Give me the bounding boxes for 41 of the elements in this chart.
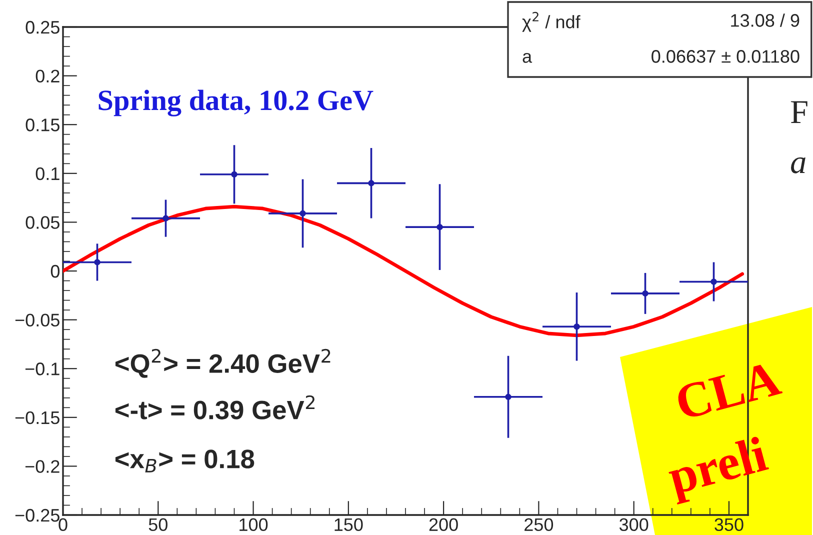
- point: [642, 290, 648, 297]
- y-tick-label: −0.15: [15, 411, 60, 424]
- y-tick-label: 0.2: [36, 70, 60, 83]
- y-tick-label: −0.1: [25, 362, 60, 376]
- x-tick-label: 300: [619, 518, 648, 532]
- text: 13.08 / 9: [731, 14, 800, 27]
- annotation: Spring data, 10.2 GeV: [98, 90, 374, 116]
- point: [300, 210, 306, 217]
- annotation: <-t> = 0.39 GeV$^{2}$: [115, 395, 314, 420]
- annotation: χ$^{2}$ / ndf: [522, 12, 580, 32]
- point: [505, 394, 512, 400]
- x-tick-label: 350: [714, 518, 744, 532]
- point: [231, 171, 238, 178]
- text: a: [790, 157, 806, 174]
- y-tick-label: 0.1: [36, 167, 60, 180]
- line-series: [63, 204, 744, 338]
- y-tick-label: 0.15: [26, 118, 60, 132]
- x-tick-label: 150: [334, 518, 363, 532]
- annotation: CLA: [674, 361, 783, 420]
- point: [436, 224, 443, 230]
- point: [368, 180, 374, 186]
- y-tick-label: 0: [50, 264, 60, 278]
- annotation: 0.06637 ± 0.01180: [652, 50, 800, 63]
- annotation: <x$_{B}$> = 0.18: [115, 450, 254, 472]
- annotation: a: [522, 52, 532, 63]
- x-tick-label: 250: [524, 518, 554, 532]
- x-tick-label: 50: [148, 518, 168, 532]
- y-tick-label: 0.05: [26, 216, 60, 229]
- y-tick-label: 0.25: [26, 20, 60, 34]
- text: F: [790, 101, 808, 124]
- point: [574, 324, 580, 330]
- annotation: <Q$^{2}$> = 2.40 GeV$^{2}$: [115, 348, 330, 378]
- point: [162, 215, 169, 222]
- y-tick-label: −0.25: [15, 508, 60, 522]
- point: [94, 259, 100, 266]
- x-tick-label: 100: [240, 518, 268, 532]
- point: [710, 278, 717, 285]
- annotation: preli: [666, 435, 772, 505]
- y-tick-label: −0.2: [25, 460, 60, 473]
- x-tick-label: 200: [429, 518, 458, 532]
- y-tick-label: −0.05: [15, 314, 60, 327]
